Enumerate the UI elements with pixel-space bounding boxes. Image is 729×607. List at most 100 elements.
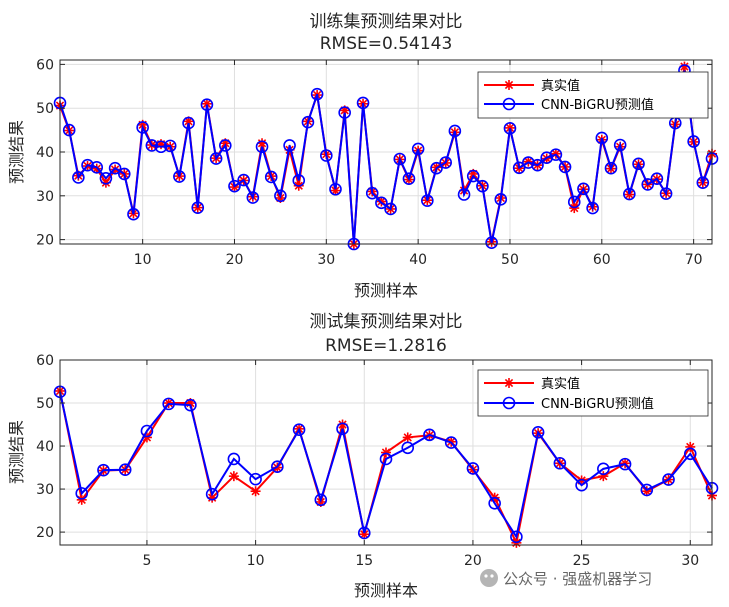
test-true-point [402, 432, 413, 443]
train-pred-point [338, 106, 351, 119]
train-pred-point [402, 172, 416, 186]
train-x-tick-label: 40 [409, 252, 427, 268]
train-pred-point [62, 123, 76, 137]
train-pred-point [531, 158, 544, 172]
train-pred-point [613, 138, 627, 152]
train-series-pred [53, 64, 719, 251]
test-true-point [337, 419, 348, 430]
test-pred-point [488, 496, 501, 510]
train-pred-point [586, 201, 599, 215]
train-chart-title: 训练集预测结果对比 [310, 12, 463, 32]
train-pred-point [687, 135, 700, 148]
test-legend-box [477, 369, 709, 417]
train-pred-point [512, 161, 526, 175]
train-pred-point [228, 179, 241, 193]
train-pred-point [356, 96, 370, 110]
train-pred-point [173, 170, 186, 183]
test-pred-point [379, 452, 393, 466]
test-x-tick-label: 30 [681, 553, 699, 569]
train-y-tick-label: 40 [36, 145, 54, 161]
train-pred-point [292, 174, 306, 187]
test-x-tick-label: 10 [247, 553, 265, 569]
train-legend: 真实值 CNN-BiGRU预测值 [477, 71, 709, 119]
test-y-tick-label: 60 [36, 353, 54, 369]
train-pred-point [476, 179, 489, 193]
train-pred-point [485, 236, 498, 249]
train-pred-point [411, 142, 425, 156]
test-pred-point [249, 472, 262, 486]
train-pred-point [430, 161, 443, 175]
test-pred-point [75, 487, 89, 500]
test-series-pred-line [59, 391, 713, 540]
test-pred-point [444, 436, 458, 449]
train-legend-pred-label: CNN-BiGRU预测值 [541, 97, 654, 113]
test-pred-point [184, 398, 197, 412]
test-chart-subtitle: RMSE=1.2816 [325, 336, 447, 356]
train-pred-point [457, 188, 471, 201]
train-pred-point [310, 87, 324, 101]
test-pred-point [314, 493, 328, 507]
test-y-tick-label: 20 [36, 525, 54, 541]
test-pred-point [683, 447, 697, 461]
train-chart: 训练集预测结果对比 RMSE=0.54143 10 20 30 40 50 60 70 20 3… [7, 12, 719, 300]
test-legend-star [504, 378, 514, 388]
watermark-text: 公众号 · 强盛机器学习 [503, 570, 652, 588]
test-true-point [250, 486, 261, 497]
train-y-tick-label: 20 [36, 233, 54, 249]
train-pred-point [421, 194, 434, 207]
train-y-tick-label: 30 [36, 189, 54, 205]
test-x-tick-label: 20 [464, 553, 482, 569]
wechat-icon-eye-right [490, 574, 494, 578]
test-y-tick-label: 50 [36, 396, 54, 412]
train-y-tick-label: 50 [36, 101, 54, 117]
train-pred-point [127, 207, 140, 221]
train-y-axis-label: 预测结果 [7, 120, 26, 184]
train-pred-point [154, 140, 168, 154]
train-x-tick-label: 30 [317, 252, 335, 268]
train-pred-point [365, 186, 379, 200]
test-pred-point [97, 463, 110, 477]
train-pred-point [577, 182, 590, 196]
train-chart-subtitle: RMSE=0.54143 [320, 34, 453, 54]
train-pred-point [466, 169, 480, 183]
test-pred-point [227, 452, 241, 466]
test-true-point [381, 447, 391, 458]
test-axes-frame [59, 359, 713, 546]
train-true-point [201, 98, 212, 109]
train-pred-point [641, 178, 655, 191]
train-pred-point [375, 196, 388, 210]
test-x-tick-label: 5 [142, 553, 151, 569]
test-series-pred [53, 385, 719, 544]
train-legend-true-marker [504, 80, 514, 90]
train-pred-point [246, 191, 260, 204]
test-legend-pred-marker [502, 396, 516, 410]
test-pred-point [271, 460, 284, 473]
test-x-tick-label: 25 [573, 553, 591, 569]
test-chart-title: 测试集预测结果对比 [310, 312, 463, 332]
train-pred-point [659, 187, 673, 200]
test-pred-point [640, 483, 654, 497]
train-pred-point [494, 193, 508, 206]
test-chart: 测试集预测结果对比 RMSE=1.2816 5 10 15 20 25 302030405… [7, 312, 719, 600]
train-pred-point [145, 139, 159, 152]
test-true-point [76, 494, 87, 505]
train-pred-point [90, 161, 104, 174]
train-x-tick-label: 70 [685, 252, 703, 268]
train-pred-point [604, 161, 618, 175]
test-y-axis-label: 预测结果 [7, 420, 26, 484]
train-pred-point [163, 139, 177, 153]
test-pred-point [553, 456, 567, 470]
test-pred-point [597, 462, 610, 476]
test-pred-point [357, 526, 371, 540]
train-legend-star [504, 80, 514, 90]
train-pred-point [117, 167, 131, 181]
train-x-tick-label: 50 [501, 252, 519, 268]
wechat-icon [480, 569, 498, 587]
test-legend: 真实值 CNN-BiGRU预测值 [477, 369, 709, 417]
train-pred-point [320, 149, 333, 162]
test-pred-point [531, 425, 545, 439]
test-pred-point [510, 530, 523, 544]
test-x-tick-label: 15 [355, 553, 373, 569]
test-y-tick-label: 40 [36, 439, 54, 455]
